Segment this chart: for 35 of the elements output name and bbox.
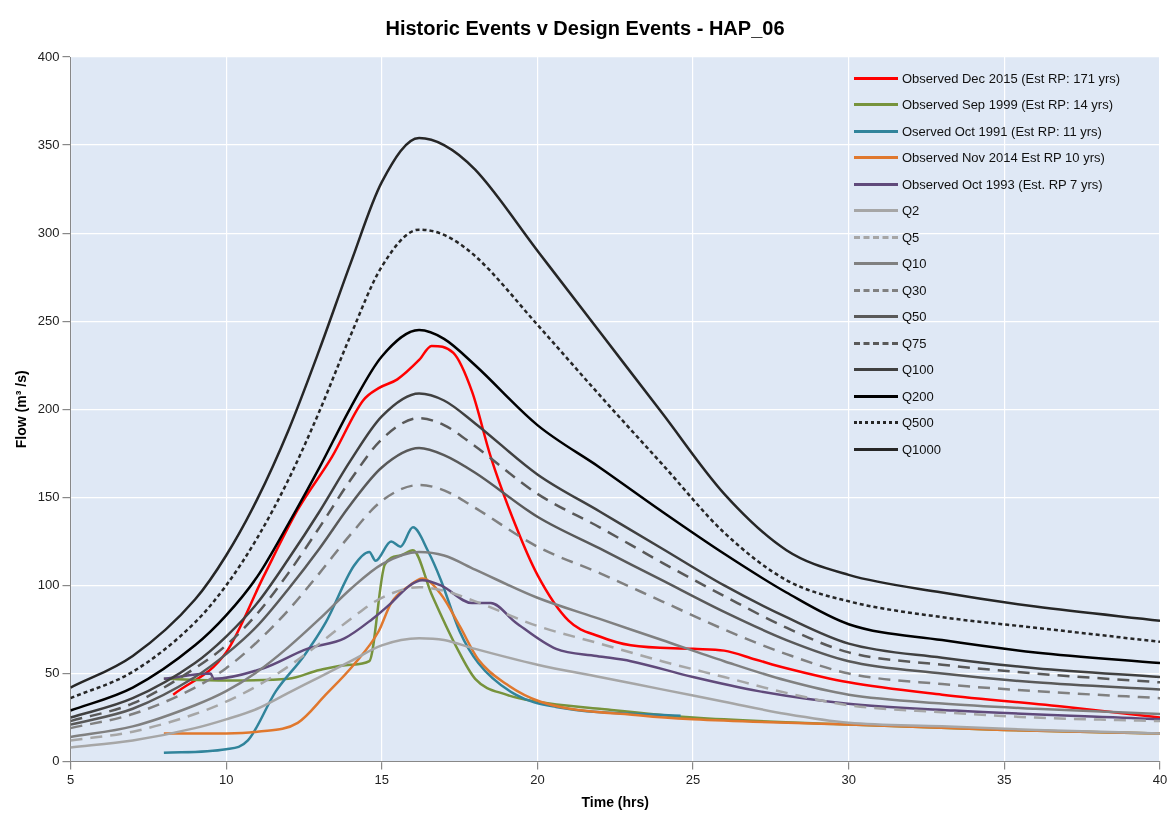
y-tick-label: 350 [37,136,60,152]
legend-label: Q50 [902,309,927,325]
y-axis-title: Flow (m³ /s) [13,370,30,449]
legend-label: Observed Oct 1993 (Est. RP 7 yrs) [902,176,1103,192]
legend-label: Observed Dec 2015 (Est RP: 171 yrs) [902,70,1121,86]
chart-title: Historic Events v Design Events - HAP_06 [385,16,785,39]
legend-label: Q5 [902,229,920,245]
x-tick-label: 40 [1152,771,1168,787]
x-axis-title: Time (hrs) [581,794,649,811]
y-tick-label: 400 [37,48,60,64]
y-tick-label: 150 [37,488,60,504]
y-tick-label: 200 [37,400,60,416]
legend-label: Q30 [902,282,927,298]
x-tick-label: 10 [218,771,234,787]
legend-label: Observed Nov 2014 Est RP 10 yrs) [902,150,1105,166]
legend-label: Q500 [902,415,934,431]
y-tick-label: 300 [37,224,60,240]
x-tick-label: 5 [66,771,75,787]
x-tick-label: 25 [685,771,701,787]
x-tick-label: 30 [841,771,856,787]
legend-label: Q1000 [902,441,942,457]
legend-label: Oserved Oct 1991 (Est RP: 11 yrs) [902,123,1102,139]
legend-label: Observed Sep 1999 (Est RP: 14 yrs) [902,97,1113,113]
y-tick-label: 250 [37,312,60,328]
legend-label: Q2 [902,203,920,219]
legend-label: Q75 [902,335,927,351]
legend-label: Q100 [902,362,934,378]
x-tick-label: 35 [997,771,1012,787]
y-tick-label: 50 [45,665,60,681]
legend-label: Q10 [902,256,927,272]
y-tick-label: 100 [37,577,60,593]
x-tick-label: 15 [374,771,390,787]
legend-label: Q200 [902,388,934,404]
y-tick-label: 0 [52,753,60,769]
x-tick-label: 20 [530,771,545,787]
